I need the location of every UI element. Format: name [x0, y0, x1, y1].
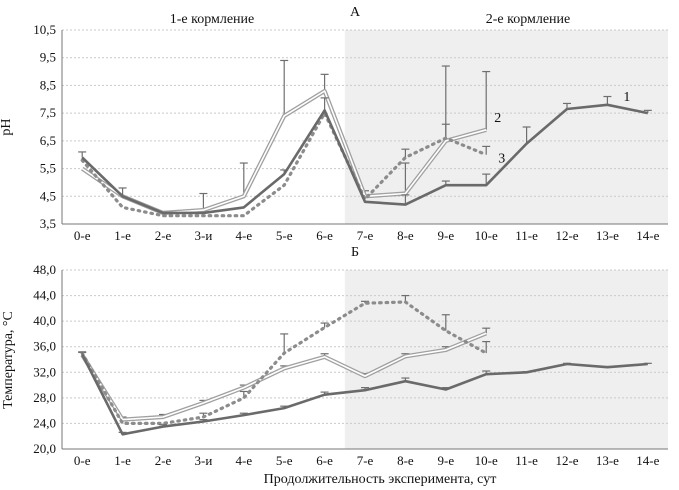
panel-a-y-tick-label: 5,5: [40, 161, 56, 176]
panel-a-y-tick-label: 4,5: [40, 188, 56, 203]
panel-a-x-tick-label: 8-е: [397, 228, 414, 243]
panel-a-x-tick-label: 11-е: [515, 228, 538, 243]
panel-b-chart: 20,0 24,0 28,0 32,0 36,0 40,0 44,0 48,0 0-е 1-е 2-…: [1, 245, 668, 468]
panel-b-x-tick-label: 9-е: [437, 453, 454, 468]
panel-a-shaded-region: [344, 30, 668, 224]
series-label-3: 3: [498, 152, 505, 167]
panel-b-x-tick-label: 14-е: [636, 453, 659, 468]
panel-b-y-tick-label: 28,0: [33, 390, 56, 405]
panel-a-y-tick-label: 3,5: [40, 216, 56, 231]
panel-b-x-tick-label: 4-е: [235, 453, 252, 468]
panel-a-x-tick-label: 9-е: [437, 228, 454, 243]
panel-b-x-tick-label: 3-и: [195, 453, 213, 468]
panel-b-y-tick-label: 32,0: [33, 364, 56, 379]
panel-a-y-tick-label: 6,5: [40, 133, 56, 148]
panel-b-y-tick-label: 40,0: [33, 313, 56, 328]
panel-b-title: Б: [351, 245, 359, 260]
panel-a-x-tick-label: 10-е: [475, 228, 498, 243]
panel-a-y-tick-label: 7,5: [40, 105, 56, 120]
panel-b-x-tick-label: 11-е: [515, 453, 538, 468]
panel-a-series-3-line: [80, 111, 488, 218]
panel-b-y-axis-title: Температура, °С: [1, 311, 16, 409]
panel-b-x-tick-label: 13-е: [596, 453, 619, 468]
panel-a-x-tick-label: 1-е: [114, 228, 131, 243]
panel-b-x-tick-label: 6-е: [316, 453, 333, 468]
x-axis-title: Продолжительность эксперимента, сут: [264, 472, 497, 487]
panel-a-y-tick-label: 9,5: [40, 50, 56, 65]
panel-b-x-tick-label: 5-е: [276, 453, 293, 468]
panel-a-x-tick-label: 14-е: [636, 228, 659, 243]
panel-a-x-tick-label: 3-и: [195, 228, 213, 243]
series-label-1: 1: [623, 90, 630, 105]
panel-a-series-1-line: [81, 103, 649, 215]
panel-a-x-tick-label: 13-е: [596, 228, 619, 243]
panel-b-x-tick-label: 12-е: [555, 453, 578, 468]
panel-a-y-tick-label: 8,5: [40, 77, 56, 92]
panel-a-title: А: [350, 5, 361, 20]
panel-b-y-tick-label: 48,0: [33, 262, 56, 277]
section-label-second-feeding: 2-е кормление: [486, 12, 571, 27]
panel-b-x-tick-label: 2-е: [155, 453, 172, 468]
panel-b-x-tick-label: 10-е: [475, 453, 498, 468]
panel-a-x-tick-label: 4-е: [235, 228, 252, 243]
panel-a-y-axis-title: pH: [0, 118, 14, 135]
panel-a-x-tick-label: 2-е: [155, 228, 172, 243]
panel-a-x-tick-label: 6-е: [316, 228, 333, 243]
panel-b-x-tick-label: 1-е: [114, 453, 131, 468]
section-label-first-feeding: 1-е кормление: [170, 12, 255, 27]
panel-a-x-tick-label: 12-е: [555, 228, 578, 243]
panel-b-y-tick-label: 20,0: [33, 441, 56, 456]
panel-b-series-3-line: [80, 300, 488, 425]
panel-b-shaded-region: [344, 270, 668, 449]
panel-b-y-tick-label: 24,0: [33, 415, 56, 430]
panel-a-x-tick-label: 5-е: [276, 228, 293, 243]
panel-b-x-tick-label: 8-е: [397, 453, 414, 468]
panel-a-y-tick-label: 10,5: [33, 22, 56, 37]
panel-b-x-tick-label: 7-е: [357, 453, 374, 468]
panel-b-series-1-line: [81, 353, 648, 436]
panel-b-series-2-line-inner: [81, 332, 487, 421]
panel-b-y-tick-label: 44,0: [33, 288, 56, 303]
panel-b-y-tick-label: 36,0: [33, 339, 56, 354]
panel-a-x-tick-label: 7-е: [357, 228, 374, 243]
panel-a-chart: 3,5 4,5 5,5 6,5 7,5 8,5 9,5 10,5 0-е 1-е 2-е 3-и 4-е…: [0, 5, 668, 243]
panel-a-x-tick-label: 0-е: [74, 228, 91, 243]
series-label-2: 2: [494, 111, 501, 126]
panel-b-x-tick-label: 0-е: [74, 453, 91, 468]
